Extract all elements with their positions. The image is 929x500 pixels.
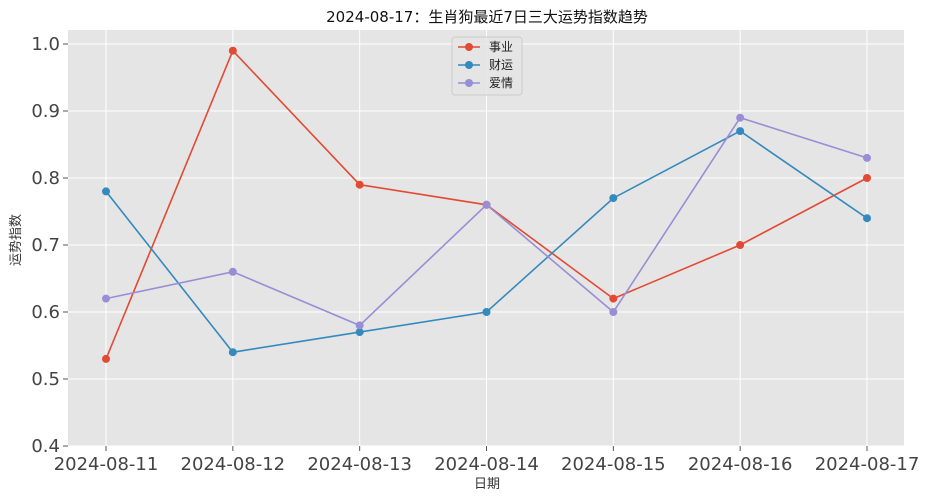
data-point <box>863 214 871 223</box>
data-point <box>736 127 745 136</box>
x-tick-label: 2024-08-11 <box>54 454 159 475</box>
data-point <box>102 187 110 196</box>
legend-label: 事业 <box>489 40 513 54</box>
data-point <box>355 328 364 337</box>
y-tick-label: 0.6 <box>31 302 60 323</box>
data-point <box>102 294 110 303</box>
x-tick-label: 2024-08-16 <box>688 454 793 475</box>
legend-marker <box>465 79 473 87</box>
data-point <box>609 294 618 303</box>
data-point <box>228 267 237 276</box>
data-point <box>355 180 364 189</box>
data-point <box>355 321 364 330</box>
series-3 <box>102 113 871 330</box>
data-point <box>736 241 745 249</box>
data-point <box>228 46 237 55</box>
chart-title: 2024-08-17：生肖狗最近7日三大运势指数趋势 <box>326 8 648 26</box>
y-axis-ticks: 0.4 0.5 0.6 0.7 0.8 0.9 1.0 <box>31 34 68 457</box>
y-tick-label: 0.4 <box>31 436 60 457</box>
data-point <box>482 308 491 316</box>
y-tick-label: 0.7 <box>31 235 60 256</box>
x-tick-label: 2024-08-15 <box>561 454 666 475</box>
data-point <box>609 194 618 203</box>
y-tick-label: 0.8 <box>31 168 60 189</box>
x-tick-label: 2024-08-13 <box>307 454 412 475</box>
series-layer <box>102 46 871 363</box>
x-tick-label: 2024-08-14 <box>434 454 539 475</box>
x-axis-label: 日期 <box>474 477 500 492</box>
data-point <box>863 174 871 182</box>
y-tick-label: 1.0 <box>31 34 60 55</box>
legend-marker <box>465 61 473 69</box>
legend-item: 爱情 <box>458 76 513 90</box>
data-point <box>609 308 618 316</box>
y-axis-label: 运势指数 <box>8 214 24 266</box>
data-point <box>102 354 110 363</box>
series-2 <box>102 127 871 357</box>
y-tick-label: 0.5 <box>31 369 60 390</box>
x-tick-label: 2024-08-12 <box>181 454 286 475</box>
data-point <box>736 113 745 122</box>
y-tick-label: 0.9 <box>31 101 60 122</box>
legend-item: 事业 <box>458 40 513 54</box>
legend-label: 财运 <box>489 58 513 72</box>
legend-label: 爱情 <box>489 76 513 90</box>
data-point <box>863 153 871 162</box>
x-axis-ticks: 2024-08-11 2024-08-12 2024-08-13 2024-08-14… <box>54 446 920 475</box>
x-tick-label: 2024-08-17 <box>815 454 920 475</box>
legend-item: 财运 <box>458 58 513 72</box>
data-point <box>228 348 237 357</box>
data-point <box>482 200 491 209</box>
legend-marker <box>465 43 473 51</box>
